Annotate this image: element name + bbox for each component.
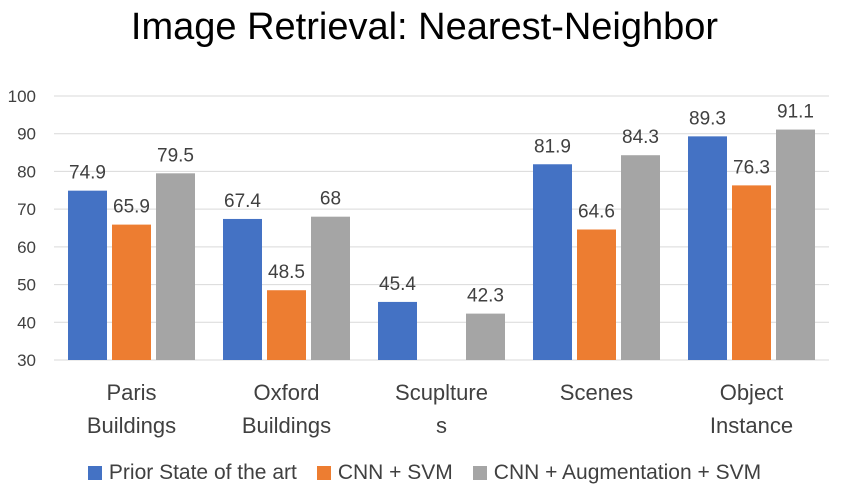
data-label: 79.5: [157, 145, 194, 166]
bar: [112, 224, 151, 360]
x-category-label: Oxford Buildings: [242, 380, 331, 438]
legend-item: CNN + SVM: [316, 461, 453, 485]
bar: [577, 229, 616, 360]
legend-item: CNN + Augmentation + SVM: [472, 461, 762, 485]
y-tick-label: 30: [17, 351, 36, 370]
y-tick-label: 40: [17, 313, 36, 332]
data-label: 68: [320, 189, 341, 210]
chart-title: Image Retrieval: Nearest-Neighbor: [130, 6, 719, 48]
data-label: 76.3: [733, 157, 770, 178]
bar: [688, 136, 727, 360]
bar: [776, 129, 815, 360]
data-label: 67.4: [224, 191, 261, 212]
data-label: 84.3: [622, 127, 659, 148]
data-label: 89.3: [689, 108, 726, 129]
x-category-label: Scenes: [560, 380, 633, 405]
legend-swatch: [472, 466, 487, 480]
bar: [732, 185, 771, 360]
data-label: 48.5: [268, 262, 305, 283]
x-category-label: Scuplture s: [395, 380, 488, 438]
data-label: 45.4: [379, 274, 416, 295]
y-tick-label: 80: [17, 162, 36, 181]
legend-item: Prior State of the art: [87, 461, 297, 485]
y-tick-label: 60: [17, 238, 36, 257]
bar: [533, 164, 572, 360]
bar: [311, 216, 350, 360]
data-label: 64.6: [578, 202, 615, 223]
y-tick-label: 70: [17, 200, 36, 219]
y-axis-ticks: 30 40 50 60 70 80 90 100: [8, 87, 36, 370]
bar: [621, 155, 660, 360]
x-axis-categories: Paris Buildings Oxford Buildings Scuplture s S…: [87, 380, 793, 438]
bar: [378, 301, 417, 360]
legend: Prior State of the art CNN + SVM CNN + Aug…: [0, 461, 849, 485]
legend-label: CNN + Augmentation + SVM: [493, 461, 762, 484]
y-tick-label: 90: [17, 125, 36, 144]
data-label: 91.1: [777, 102, 814, 123]
data-label: 65.9: [113, 197, 150, 218]
bar: [223, 218, 262, 360]
data-label: 42.3: [467, 286, 504, 307]
bars: [68, 129, 815, 360]
data-label: 74.9: [69, 163, 106, 184]
data-labels: 74.9 65.9 79.5 67.4 48.5 68 45.4 42.3 81.9 64.6 84…: [69, 102, 814, 307]
bar: [68, 190, 107, 360]
bar: [466, 313, 505, 360]
x-category-label: Paris Buildings: [87, 380, 176, 438]
legend-swatch: [316, 466, 331, 480]
y-tick-label: 100: [8, 87, 36, 106]
data-label: 81.9: [534, 136, 571, 157]
legend-label: Prior State of the art: [108, 461, 297, 484]
y-tick-label: 50: [17, 276, 36, 295]
bar: [156, 173, 195, 360]
legend-swatch: [87, 466, 102, 480]
bar: [267, 290, 306, 360]
x-category-label: Object Instance: [710, 380, 793, 438]
legend-label: CNN + SVM: [337, 461, 453, 484]
